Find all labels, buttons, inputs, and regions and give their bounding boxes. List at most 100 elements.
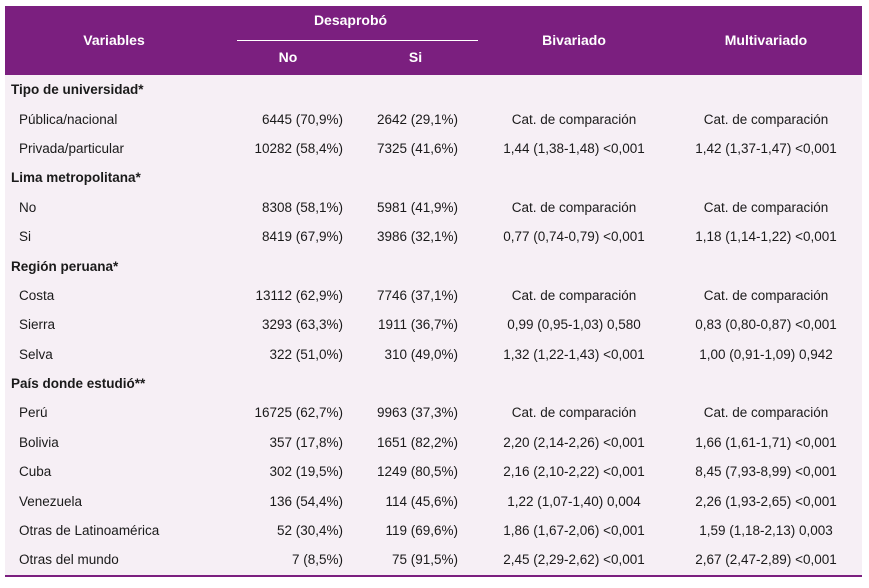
- table-row: Privada/particular 10282 (58,4%) 7325 (41,…: [5, 133, 862, 164]
- cell-bivariado: 2,16 (2,10-2,22) <0,001: [503, 464, 645, 480]
- cell-bivariado: 1,32 (1,22-1,43) <0,001: [503, 346, 645, 362]
- cell-no: 16725 (62,7%): [254, 405, 343, 421]
- cell-bivariado: [478, 369, 670, 398]
- cell-si: [353, 72, 478, 105]
- cell-bivariado: Cat. de comparación: [511, 287, 637, 303]
- cell-bivariado: [478, 251, 670, 280]
- cell-si: 5981 (41,9%): [376, 199, 458, 215]
- table-row: Perú 16725 (62,7%) 9963 (37,3%) Cat. de com…: [5, 398, 862, 428]
- cell-si: 7325 (41,6%): [376, 140, 458, 156]
- row-label: Bolivia: [19, 434, 59, 450]
- row-label: Privada/particular: [19, 140, 125, 156]
- cell-no: [223, 72, 353, 105]
- cell-bivariado: Cat. de comparación: [511, 405, 637, 421]
- cell-multivariado: 0,83 (0,80-0,87) <0,001: [695, 317, 837, 333]
- cell-no: [223, 369, 353, 398]
- header-bivariado: Bivariado: [478, 6, 670, 74]
- cell-no: 8308 (58,1%): [261, 199, 343, 215]
- header-si: Si: [353, 41, 478, 74]
- cell-bivariado: 1,44 (1,38-1,48) <0,001: [503, 140, 645, 156]
- cell-si: 7746 (37,1%): [376, 287, 458, 303]
- cell-multivariado: 2,67 (2,47-2,89) <0,001: [670, 545, 862, 577]
- cell-multivariado: Cat. de comparación: [703, 111, 829, 127]
- table-row: Selva 322 (51,0%) 310 (49,0%) 1,32 (1,22-1,…: [5, 339, 862, 369]
- section-label: Tipo de universidad*: [5, 72, 223, 105]
- section-row: Tipo de universidad*: [5, 72, 862, 105]
- table-body: Tipo de universidad* Pública/nacional 6445…: [5, 72, 862, 577]
- table-row: Venezuela 136 (54,4%) 114 (45,6%) 1,22 (1,0…: [5, 486, 862, 516]
- row-label: Si: [19, 229, 32, 245]
- cell-no: [223, 163, 353, 192]
- cell-no: 10282 (58,4%): [254, 140, 343, 156]
- cell-no: [223, 251, 353, 280]
- cell-bivariado: 0,99 (0,95-1,03) 0,580: [507, 317, 641, 333]
- cell-bivariado: 1,86 (1,67-2,06) <0,001: [503, 523, 645, 539]
- row-label: Costa: [19, 287, 55, 303]
- cell-multivariado: Cat. de comparación: [703, 287, 829, 303]
- row-label: Otras del mundo: [5, 545, 223, 577]
- row-label: Sierra: [19, 317, 56, 333]
- cell-multivariado: [670, 163, 862, 192]
- cell-multivariado: 8,45 (7,93-8,99) <0,001: [695, 464, 837, 480]
- row-label: Pública/nacional: [19, 111, 118, 127]
- cell-no: 8419 (67,9%): [261, 229, 343, 245]
- cell-si: 1249 (80,5%): [376, 464, 458, 480]
- cell-multivariado: 2,26 (1,93-2,65) <0,001: [695, 493, 837, 509]
- cell-multivariado: 1,00 (0,91-1,09) 0,942: [699, 346, 833, 362]
- cell-no: 52 (30,4%): [276, 523, 343, 539]
- cell-no: 302 (19,5%): [269, 464, 343, 480]
- cell-si: 1911 (36,7%): [377, 317, 458, 333]
- cell-si: 75 (91,5%): [353, 545, 478, 577]
- row-label: Otras de Latinoamérica: [19, 523, 160, 539]
- cell-bivariado: 1,22 (1,07-1,40) 0,004: [507, 493, 641, 509]
- row-label: Selva: [19, 346, 53, 362]
- cell-bivariado: 2,20 (2,14-2,26) <0,001: [503, 434, 645, 450]
- cell-si: 114 (45,6%): [385, 493, 458, 509]
- cell-bivariado: [478, 163, 670, 192]
- cell-si: 2642 (29,1%): [376, 111, 458, 127]
- cell-bivariado: 0,77 (0,74-0,79) <0,001: [503, 229, 645, 245]
- results-table-container: Variables Desaprobó Bivariado Multivaria…: [5, 6, 862, 582]
- cell-multivariado: 1,59 (1,18-2,13) 0,003: [699, 523, 833, 539]
- row-label: Cuba: [19, 464, 52, 480]
- table-row: Sierra 3293 (63,3%) 1911 (36,7%) 0,99 (0,95…: [5, 310, 862, 340]
- cell-no: 322 (51,0%): [269, 346, 343, 362]
- cell-si: [353, 369, 478, 398]
- row-label: Venezuela: [19, 493, 83, 509]
- header-desaprobo-group: Desaprobó: [223, 6, 478, 41]
- section-row: Región peruana*: [5, 251, 862, 281]
- section-label: Región peruana*: [11, 258, 119, 274]
- cell-multivariado: Cat. de comparación: [703, 405, 829, 421]
- section-label: Lima metropolitana*: [11, 170, 141, 186]
- cell-si: 3986 (32,1%): [376, 229, 458, 245]
- results-table: Variables Desaprobó Bivariado Multivaria…: [5, 6, 862, 577]
- table-row: Si 8419 (67,9%) 3986 (32,1%) 0,77 (0,74-0,7…: [5, 221, 862, 252]
- cell-si: 9963 (37,3%): [376, 405, 458, 421]
- cell-si: 310 (49,0%): [384, 346, 458, 362]
- cell-no: 3293 (63,3%): [261, 317, 343, 333]
- cell-si: [353, 251, 478, 280]
- section-row: País donde estudió**: [5, 368, 862, 399]
- cell-bivariado: 2,45 (2,29-2,62) <0,001: [478, 545, 670, 577]
- header-multivariado: Multivariado: [670, 6, 862, 74]
- header-group-divider: [237, 40, 478, 41]
- cell-multivariado: Cat. de comparación: [703, 199, 829, 215]
- cell-si: 1651 (82,2%): [376, 434, 458, 450]
- cell-bivariado: Cat. de comparación: [511, 199, 637, 215]
- cell-no: 357 (17,8%): [269, 434, 343, 450]
- cell-multivariado: [670, 369, 862, 398]
- section-label: País donde estudió**: [11, 376, 146, 392]
- cell-no: 136 (54,4%): [269, 493, 343, 509]
- header-no: No: [223, 41, 353, 74]
- table-row: Otras de Latinoamérica 52 (30,4%) 119 (69,…: [5, 515, 862, 546]
- cell-si: 119 (69,6%): [385, 523, 458, 539]
- table-row: Costa 13112 (62,9%) 7746 (37,1%) Cat. de co…: [5, 280, 862, 311]
- cell-bivariado: Cat. de comparación: [511, 111, 637, 127]
- cell-no: 6445 (70,9%): [261, 111, 343, 127]
- table-row: No 8308 (58,1%) 5981 (41,9%) Cat. de compar…: [5, 192, 862, 222]
- cell-multivariado: [670, 72, 862, 105]
- cell-no: 7 (8,5%): [223, 545, 353, 577]
- section-row: Lima metropolitana*: [5, 163, 862, 193]
- table-row: Cuba 302 (19,5%) 1249 (80,5%) 2,16 (2,10-2,…: [5, 457, 862, 487]
- table-row: Pública/nacional 6445 (70,9%) 2642 (29,1%)…: [5, 104, 862, 134]
